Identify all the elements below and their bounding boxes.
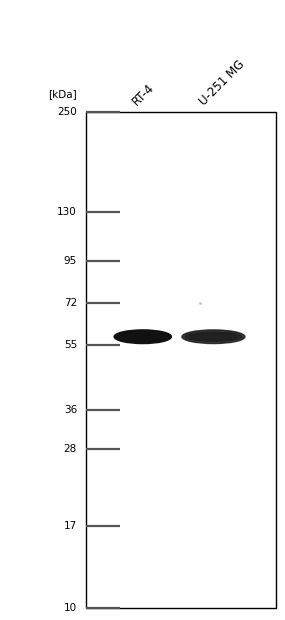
Text: U-251 MG: U-251 MG	[197, 58, 247, 108]
Text: 55: 55	[64, 340, 77, 350]
Text: 36: 36	[64, 405, 77, 415]
Text: 17: 17	[64, 521, 77, 531]
Ellipse shape	[121, 334, 164, 340]
Text: 28: 28	[64, 444, 77, 454]
Text: RT-4: RT-4	[130, 81, 157, 108]
Text: 250: 250	[57, 107, 77, 117]
Ellipse shape	[185, 332, 242, 342]
Text: 130: 130	[57, 207, 77, 218]
Text: 95: 95	[64, 255, 77, 266]
Text: 10: 10	[64, 603, 77, 613]
Bar	[86, 112, 276, 608]
Text: [kDa]: [kDa]	[48, 89, 77, 99]
Ellipse shape	[182, 330, 245, 343]
Ellipse shape	[190, 334, 237, 340]
Text: 72: 72	[64, 298, 77, 308]
Ellipse shape	[117, 332, 168, 342]
Ellipse shape	[114, 330, 172, 343]
